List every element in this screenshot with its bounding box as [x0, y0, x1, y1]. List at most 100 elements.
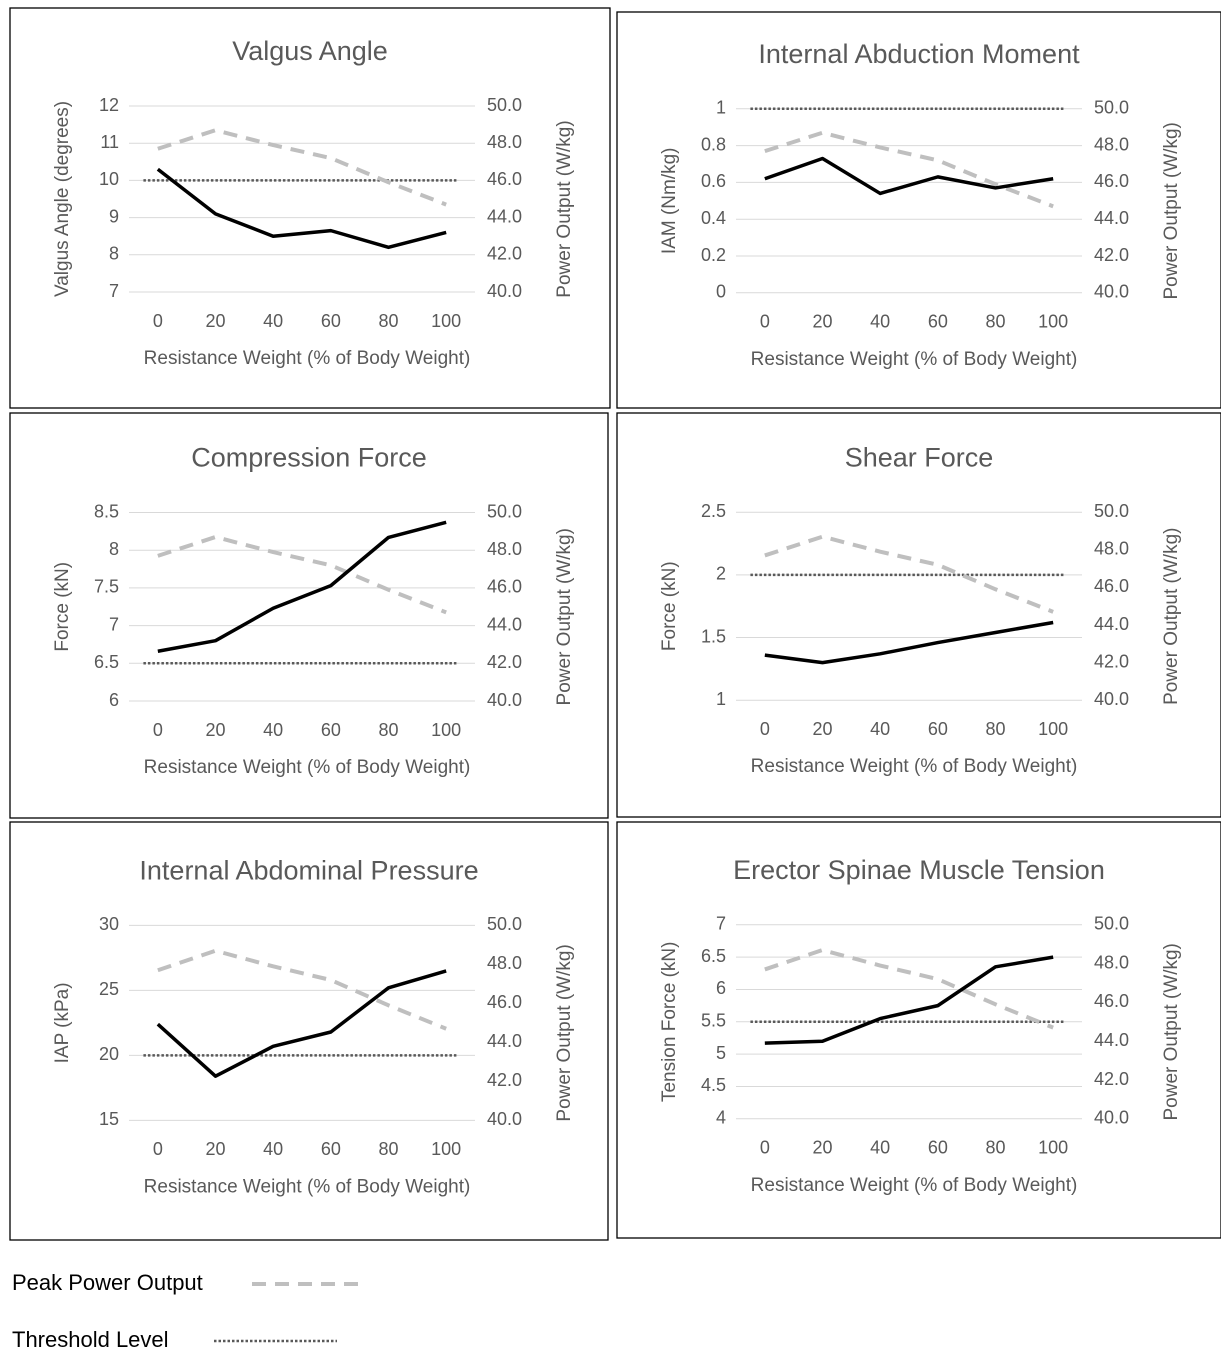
panel-border [616, 11, 1221, 409]
y2-tick-label: 50.0 [1094, 914, 1129, 934]
y-axis-title: IAM (Nm/kg) [659, 147, 680, 254]
x-tick-label: 80 [985, 1138, 1005, 1158]
x-tick-label: 60 [321, 311, 341, 331]
y-tick-label: 7 [109, 614, 119, 634]
y2-tick-label: 40.0 [1094, 282, 1129, 302]
power-line [157, 128, 447, 207]
x-tick-label: 40 [870, 1138, 890, 1158]
y2-tick-label: 44.0 [487, 1031, 522, 1051]
y-tick-label: 30 [99, 914, 119, 934]
chart-title: Valgus Angle [232, 36, 388, 66]
y-tick-label: 8 [109, 244, 119, 264]
y2-tick-label: 50.0 [487, 501, 522, 521]
y2-tick-label: 44.0 [1094, 1030, 1129, 1050]
y2-axis-title: Power Output (W/kg) [1161, 528, 1182, 705]
y-tick-label: 0.2 [701, 245, 726, 265]
y-tick-label: 0.4 [701, 208, 726, 228]
y-axis-title: IAP (kPa) [52, 982, 73, 1063]
x-tick-label: 60 [928, 312, 948, 332]
x-tick-label: 40 [263, 1139, 283, 1159]
power-line [157, 948, 447, 1031]
panel-border [9, 412, 609, 819]
panel-border [9, 7, 611, 409]
y2-tick-label: 48.0 [1094, 134, 1129, 154]
chart-title: Internal Abdominal Pressure [139, 856, 478, 886]
y2-tick-label: 46.0 [1094, 171, 1129, 191]
power-line [157, 535, 447, 615]
y2-tick-label: 48.0 [1094, 539, 1129, 559]
chart-title: Shear Force [845, 442, 994, 472]
y-tick-label: 8.5 [94, 501, 119, 521]
y2-tick-label: 42.0 [487, 652, 522, 672]
power-line [764, 130, 1054, 209]
x-tick-label: 100 [431, 311, 461, 331]
panel-border [9, 821, 609, 1241]
x-axis-title: Resistance Weight (% of Body Weight) [751, 756, 1078, 777]
y2-axis-title: Power Output (W/kg) [1161, 943, 1182, 1120]
x-tick-label: 0 [760, 719, 770, 739]
x-tick-label: 20 [205, 720, 225, 740]
y2-axis-title: Power Output (W/kg) [554, 120, 575, 297]
y2-tick-label: 48.0 [487, 132, 522, 152]
x-tick-label: 100 [1038, 719, 1068, 739]
x-tick-label: 80 [985, 719, 1005, 739]
x-axis-title: Resistance Weight (% of Body Weight) [144, 1176, 471, 1197]
y-tick-label: 4.5 [701, 1075, 726, 1095]
x-tick-label: 0 [760, 312, 770, 332]
y2-tick-label: 42.0 [487, 1070, 522, 1090]
x-tick-label: 60 [928, 719, 948, 739]
y2-axis-title: Power Output (W/kg) [554, 528, 575, 705]
x-axis-title: Resistance Weight (% of Body Weight) [751, 349, 1078, 370]
y-tick-label: 15 [99, 1109, 119, 1129]
x-tick-label: 80 [378, 311, 398, 331]
data-line [156, 167, 447, 250]
legend-label: Threshold Level [12, 1327, 169, 1352]
data-line [764, 156, 1054, 196]
y2-tick-label: 40.0 [487, 1109, 522, 1129]
y2-tick-label: 50.0 [487, 95, 522, 115]
x-tick-label: 20 [812, 312, 832, 332]
x-axis-title: Resistance Weight (% of Body Weight) [751, 1175, 1078, 1196]
x-tick-label: 60 [321, 720, 341, 740]
y2-tick-label: 46.0 [1094, 576, 1129, 596]
chart-title: Erector Spinae Muscle Tension [733, 855, 1105, 885]
y-tick-label: 9 [109, 206, 119, 226]
x-tick-label: 100 [431, 720, 461, 740]
y-tick-label: 25 [99, 979, 119, 999]
x-tick-label: 40 [870, 719, 890, 739]
y-tick-label: 12 [99, 95, 119, 115]
x-tick-label: 0 [760, 1138, 770, 1158]
y-tick-label: 7 [109, 281, 119, 301]
y2-tick-label: 40.0 [487, 690, 522, 710]
y-tick-label: 1 [716, 689, 726, 709]
panel-border [616, 412, 1221, 818]
y2-tick-label: 42.0 [1094, 651, 1129, 671]
x-tick-label: 80 [378, 1139, 398, 1159]
x-tick-label: 0 [153, 1139, 163, 1159]
y2-tick-label: 50.0 [487, 914, 522, 934]
power-line [764, 948, 1054, 1030]
y2-tick-label: 40.0 [1094, 689, 1129, 709]
y2-tick-label: 48.0 [487, 953, 522, 973]
y-tick-label: 0 [716, 282, 726, 302]
data-line [764, 620, 1054, 665]
y-tick-label: 6.5 [701, 946, 726, 966]
y2-tick-label: 44.0 [487, 614, 522, 634]
y2-tick-label: 40.0 [1094, 1108, 1129, 1128]
legend-label: Peak Power Output [12, 1270, 203, 1295]
y-axis-title: Tension Force (kN) [659, 942, 680, 1103]
x-tick-label: 80 [378, 720, 398, 740]
x-axis-title: Resistance Weight (% of Body Weight) [144, 757, 471, 778]
y-tick-label: 0.8 [701, 134, 726, 154]
y2-tick-label: 46.0 [487, 577, 522, 597]
y-tick-label: 7.5 [94, 577, 119, 597]
y-axis-title: Force (kN) [52, 562, 73, 652]
y-axis-title: Valgus Angle (degrees) [52, 101, 73, 297]
x-tick-label: 60 [928, 1138, 948, 1158]
x-tick-label: 100 [1038, 312, 1068, 332]
y2-tick-label: 46.0 [487, 992, 522, 1012]
y-tick-label: 7 [716, 914, 726, 934]
y2-tick-label: 42.0 [1094, 1069, 1129, 1089]
y2-tick-label: 44.0 [1094, 614, 1129, 634]
